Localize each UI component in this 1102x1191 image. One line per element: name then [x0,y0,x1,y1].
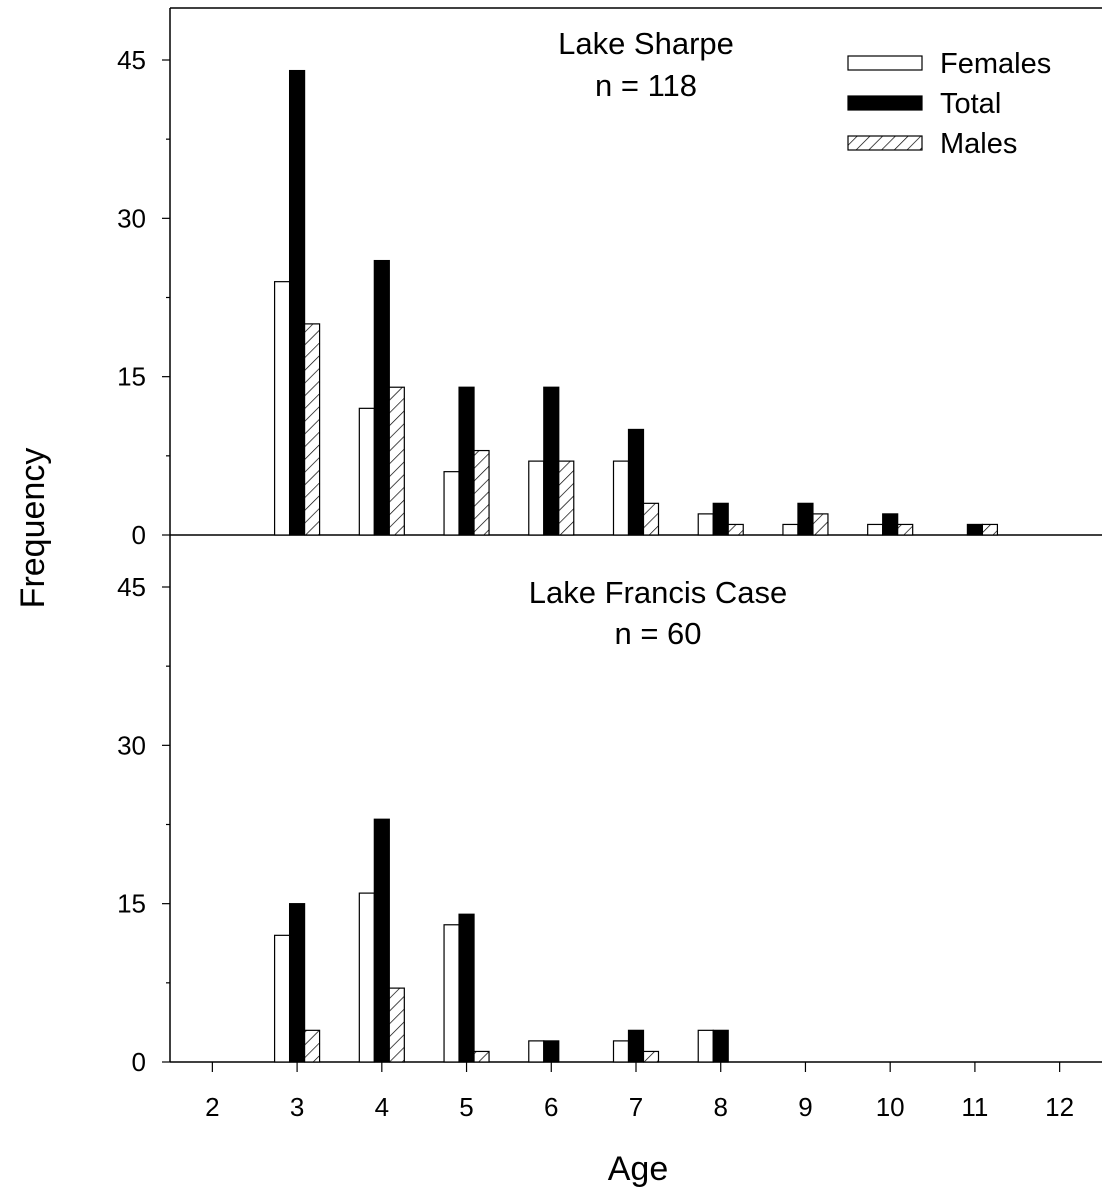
bottom-bar-males-age-7 [642,1050,660,1063]
legend-label-females: Females [940,48,1051,80]
top-panel-title: Lake Sharpe [558,26,734,61]
x-tick-label: 11 [961,1092,988,1122]
legend-swatch-males [847,135,923,151]
legend-label-total: Total [940,88,1001,120]
x-ticks: 2 3 4 5 6 7 8 9 10 11 12 [205,1062,1074,1122]
top-bar-total-age-8 [712,502,729,536]
top-bar-males-age-4 [388,386,405,536]
bottom-panel-bars [273,818,729,1063]
y-axis-label: Frequency [14,448,52,609]
bottom-panel-subtitle: n = 60 [614,616,701,651]
x-tick-label: 6 [544,1092,558,1122]
x-axis-label: Age [608,1150,669,1188]
top-bar-males-age-6 [558,460,575,536]
x-tick-label: 12 [1045,1092,1074,1122]
top-bar-total-age-11 [966,523,984,536]
bottom-y-tick-label: 45 [117,572,146,602]
x-tick-label: 7 [629,1092,643,1122]
bottom-y-tick-label: 30 [117,730,146,760]
legend: Females Total Males [847,48,1051,160]
top-bar-total-age-9 [797,502,814,536]
legend-swatch-females [847,55,923,71]
bottom-bar-total-age-3 [288,903,306,1063]
bottom-bar-total-age-4 [373,818,390,1063]
bottom-bar-total-age-6 [543,1040,560,1063]
top-panel-subtitle: n = 118 [595,68,697,103]
x-tick-label: 9 [798,1092,812,1122]
x-tick-label: 10 [876,1092,905,1122]
top-bar-females-age-3 [273,281,291,536]
top-bar-females-age-8 [697,513,714,536]
legend-label-males: Males [940,128,1017,160]
top-bar-males-age-11 [981,523,999,536]
top-bar-females-age-7 [612,460,630,536]
bottom-y-tick-label: 15 [117,889,146,919]
bottom-bar-females-age-8 [697,1029,714,1063]
legend-swatch-total [847,95,923,111]
top-y-tick-label: 45 [117,45,146,75]
bottom-bar-males-age-4 [388,987,405,1063]
bottom-bar-males-age-3 [303,1029,321,1063]
bottom-bar-total-age-5 [458,913,475,1063]
x-tick-label: 3 [290,1092,304,1122]
bottom-panel-y-ticks: 0 15 30 45 [117,572,170,1077]
bottom-bar-females-age-6 [528,1040,545,1063]
top-y-tick-label: 0 [132,520,146,550]
bottom-bar-total-age-7 [627,1029,645,1063]
top-bar-males-age-7 [642,502,660,536]
top-bar-total-age-7 [627,428,645,536]
top-bar-males-age-10 [897,523,914,536]
top-y-tick-label: 30 [117,203,146,233]
top-bar-females-age-5 [443,471,460,536]
top-bar-females-age-10 [867,523,884,536]
bottom-bar-females-age-7 [612,1040,630,1063]
x-tick-label: 5 [459,1092,473,1122]
bottom-bar-total-age-8 [712,1029,729,1063]
bottom-bar-females-age-3 [273,934,291,1063]
top-bar-total-age-4 [373,259,390,536]
top-bar-females-age-4 [358,407,375,536]
x-tick-label: 2 [205,1092,219,1122]
top-panel-bars [273,69,999,536]
bottom-bar-females-age-5 [443,924,460,1063]
top-bar-females-age-9 [782,523,799,536]
top-bar-total-age-5 [458,386,475,536]
top-bar-males-age-5 [473,449,490,536]
top-panel-y-ticks: 0 15 30 45 [117,45,170,550]
x-tick-label: 4 [375,1092,389,1122]
top-y-tick-label: 15 [117,362,146,392]
bottom-panel-title: Lake Francis Case [529,575,787,610]
top-bar-males-age-3 [303,323,321,536]
top-bar-total-age-10 [882,513,899,536]
x-tick-label: 8 [713,1092,727,1122]
bottom-bar-females-age-4 [358,892,375,1063]
top-bar-total-age-3 [288,69,306,536]
top-bar-total-age-6 [543,386,560,536]
bottom-y-tick-label: 0 [132,1047,146,1077]
top-bar-males-age-8 [727,523,744,536]
bottom-bar-males-age-5 [473,1050,490,1063]
top-bar-females-age-6 [528,460,545,536]
top-bar-males-age-9 [812,513,829,536]
